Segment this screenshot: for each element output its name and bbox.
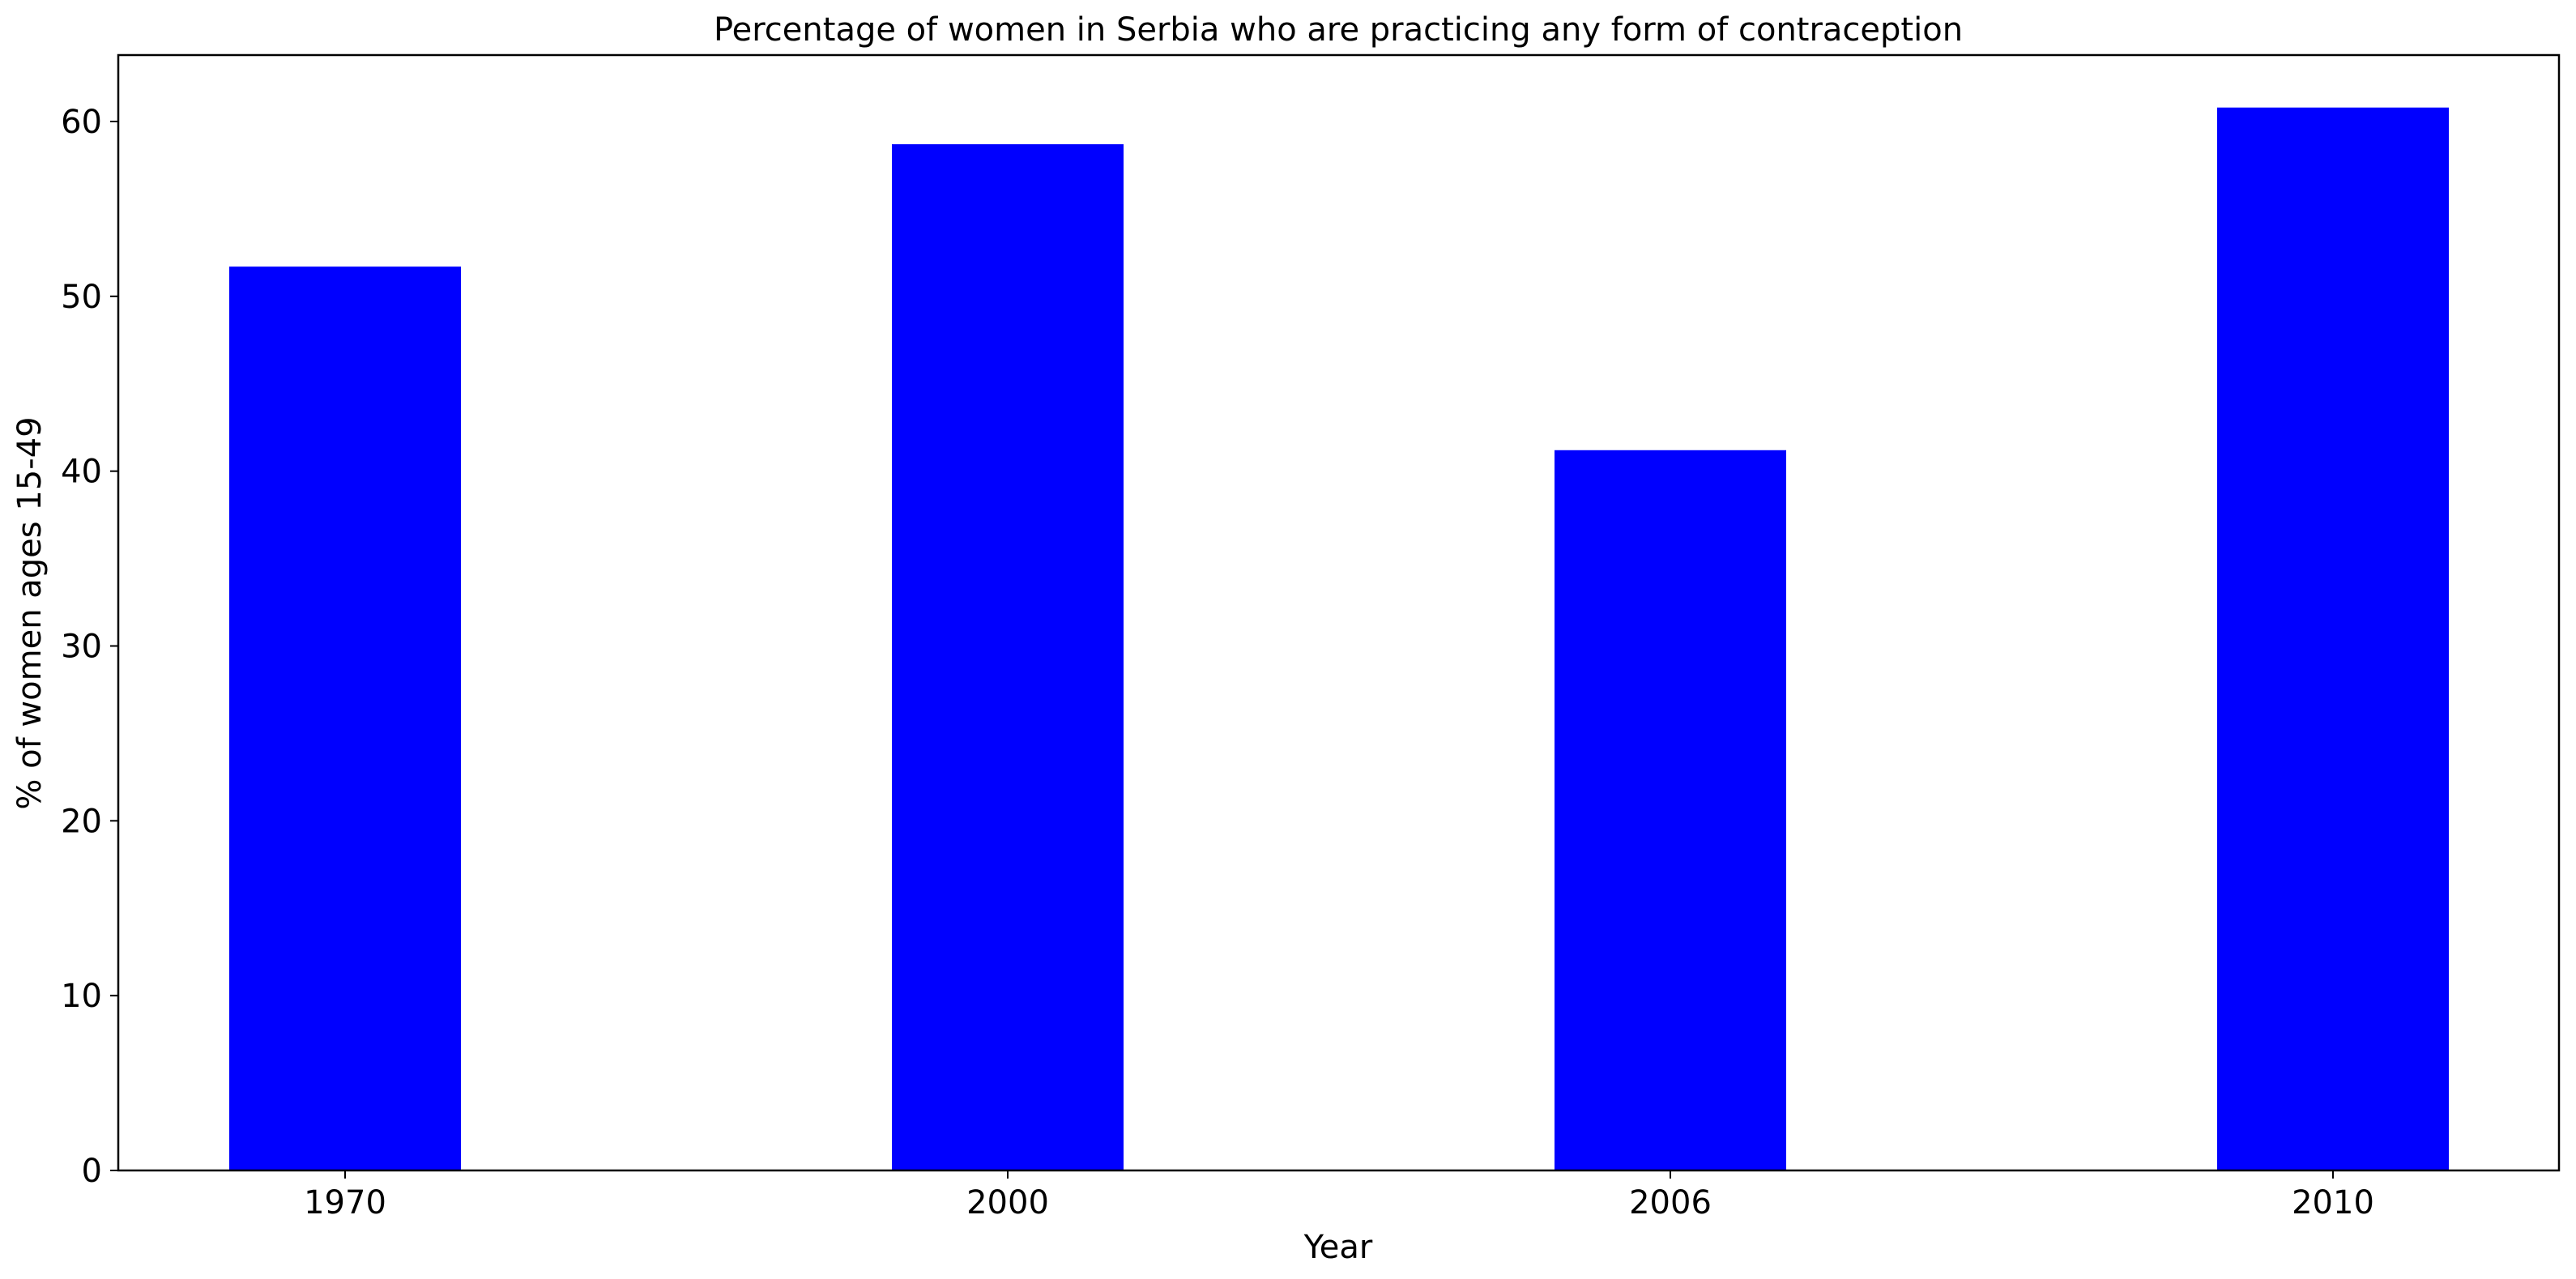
x-axis-label: Year xyxy=(1303,1229,1373,1266)
chart-title: Percentage of women in Serbia who are pr… xyxy=(714,11,1963,49)
bar-2006 xyxy=(1555,450,1786,1170)
x-tick-label: 1970 xyxy=(304,1184,386,1221)
plot-frame xyxy=(117,53,2561,1172)
y-tick-label: 40 xyxy=(61,454,102,491)
y-axis-label: % of women ages 15-49 xyxy=(11,416,49,809)
x-tick-label: 2000 xyxy=(966,1184,1049,1221)
y-tick-label: 10 xyxy=(61,978,102,1015)
x-axis-ticks: 1970 2000 2006 2010 xyxy=(304,1170,2374,1221)
y-tick-label: 30 xyxy=(61,629,102,666)
plot-background xyxy=(118,55,2559,1170)
bar-2010 xyxy=(2217,107,2449,1170)
y-tick-label: 60 xyxy=(61,104,102,141)
y-tick-label: 50 xyxy=(61,279,102,316)
x-tick-label: 2006 xyxy=(1629,1184,1712,1221)
y-tick-label: 20 xyxy=(61,803,102,840)
x-tick-label: 2010 xyxy=(2292,1184,2374,1221)
y-tick-label: 0 xyxy=(82,1153,102,1190)
bar-1970 xyxy=(229,266,461,1171)
bars-group xyxy=(229,107,2449,1171)
bar-2000 xyxy=(892,144,1124,1170)
y-axis-ticks: 0 10 20 30 40 50 60 xyxy=(61,104,118,1190)
